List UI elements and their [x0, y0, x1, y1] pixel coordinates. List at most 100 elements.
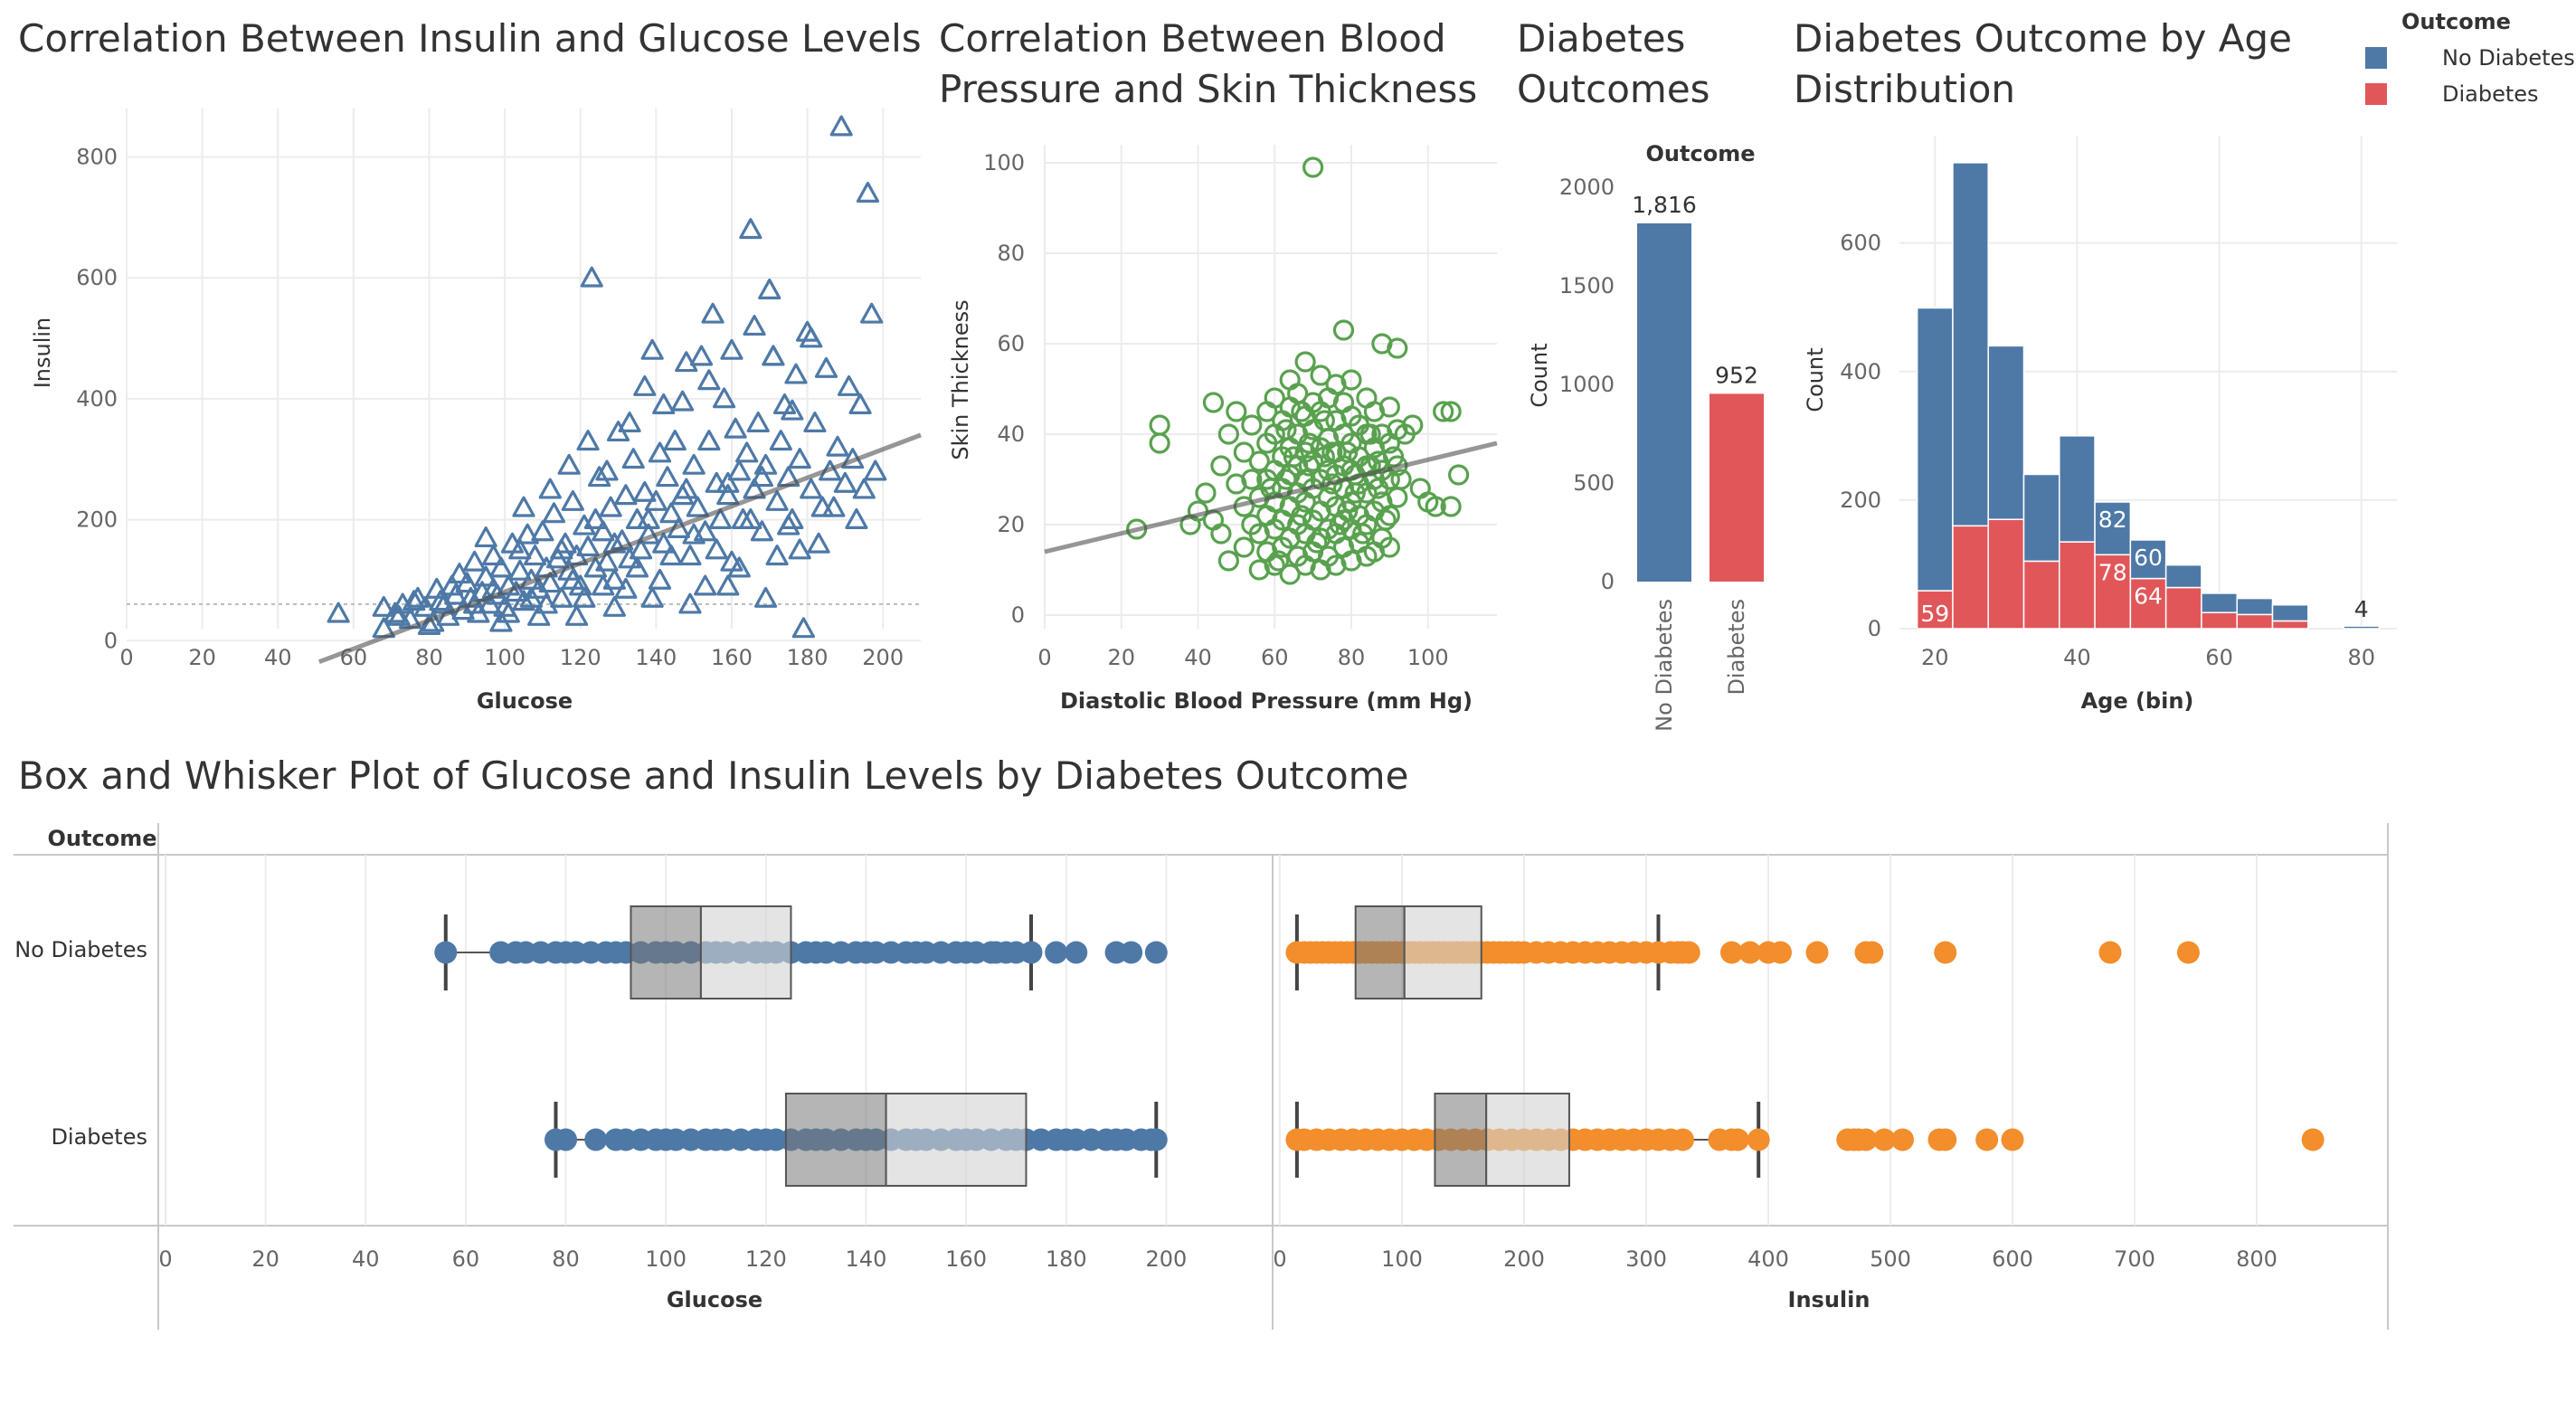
- data-point: [2001, 1128, 2024, 1151]
- data-point: [474, 526, 497, 548]
- data-point: [675, 351, 698, 373]
- data-point: [531, 520, 554, 542]
- data-point: [663, 430, 687, 451]
- data-point: [1387, 337, 1408, 359]
- data-point: [852, 478, 876, 499]
- data-point: [512, 496, 535, 517]
- data-point: [583, 507, 608, 529]
- data-point: [1233, 536, 1255, 558]
- data-point: [1217, 423, 1239, 445]
- x-tick-label: 100: [1381, 1246, 1423, 1272]
- data-point: [682, 523, 706, 545]
- bar-segment-no-diabetes: [1916, 307, 1954, 592]
- data-point: [1321, 441, 1343, 463]
- bar-annotation: 59: [1920, 601, 1949, 627]
- y-tick-label: 100: [983, 150, 1025, 175]
- data-point: [372, 595, 395, 617]
- data-point: [686, 496, 709, 517]
- data-point: [765, 545, 789, 566]
- data-point: [1378, 396, 1400, 418]
- x-tick-label: 200: [862, 645, 904, 670]
- data-point: [576, 535, 600, 557]
- data-point: [788, 448, 811, 469]
- legend[interactable]: Outcome No Diabetes Diabetes: [2365, 9, 2575, 107]
- y-tick-label: 1000: [1559, 372, 1615, 397]
- box-lower: [784, 1093, 887, 1187]
- chart-boxplot: Box and Whisker Plot of Glucose and Insu…: [14, 753, 2389, 1330]
- data-point: [1440, 401, 1462, 422]
- y-tick-label: 20: [997, 512, 1025, 537]
- bar-segment-no-diabetes: [2201, 592, 2238, 613]
- x-tick-label: 140: [846, 1246, 887, 1272]
- data-point: [1283, 446, 1305, 468]
- data-point: [720, 338, 743, 360]
- y-tick-label: 600: [1840, 231, 1881, 256]
- data-point: [1368, 478, 1389, 499]
- x-tick-label: 20: [1107, 645, 1135, 670]
- data-point: [1302, 156, 1324, 178]
- data-point: [1378, 505, 1400, 526]
- data-point: [602, 568, 626, 590]
- data-point: [1210, 455, 1232, 477]
- data-point: [2176, 941, 2200, 964]
- data-point: [588, 466, 611, 488]
- legend-item-diabetes[interactable]: Diabetes: [2442, 81, 2539, 107]
- data-point: [448, 563, 471, 584]
- data-point: [845, 507, 868, 529]
- bar-annotation: 4: [2354, 596, 2369, 622]
- data-point: [527, 577, 551, 599]
- x-tick-label: 20: [1921, 645, 1949, 670]
- data-point: [1291, 401, 1312, 422]
- bar-segment-no-diabetes: [2271, 603, 2309, 622]
- chart-title: Correlation Between Blood Pressure and S…: [939, 16, 1477, 111]
- data-point: [527, 604, 551, 626]
- y-tick-label: 200: [1840, 488, 1881, 513]
- bar-value-label: 952: [1715, 362, 1758, 388]
- data-point: [1248, 450, 1270, 472]
- bar-segment-no-diabetes: [2343, 625, 2381, 630]
- data-point: [1677, 941, 1700, 964]
- data-point: [791, 617, 815, 639]
- data-point: [784, 363, 808, 384]
- x-tick-label: 140: [635, 645, 677, 670]
- bar-annotation: 78: [2098, 559, 2127, 585]
- data-point: [1769, 941, 1792, 964]
- box-upper: [1403, 905, 1482, 999]
- x-tick-label: 60: [452, 1246, 480, 1272]
- data-point: [1448, 464, 1470, 486]
- x-tick-label: 40: [1184, 645, 1212, 670]
- data-point: [1934, 1128, 1957, 1151]
- bar-segment-diabetes: [2129, 577, 2167, 630]
- x-tick-label: 80: [415, 645, 443, 670]
- data-point: [762, 345, 785, 366]
- data-point: [538, 478, 562, 499]
- data-point: [1726, 1128, 1749, 1151]
- data-point: [1019, 941, 1043, 964]
- data-point: [648, 441, 672, 463]
- data-point: [542, 502, 566, 524]
- data-point: [413, 595, 437, 617]
- chart-title: Diabetes Outcomes: [1517, 16, 1710, 111]
- y-tick-label: 0: [104, 628, 118, 653]
- x-tick-label: 40: [352, 1246, 380, 1272]
- data-point: [860, 302, 884, 324]
- y-tick-label: 400: [76, 386, 118, 412]
- bar: [1637, 223, 1691, 583]
- x-tick-label: 0: [1273, 1246, 1286, 1272]
- data-point: [1375, 509, 1397, 531]
- data-point: [1144, 1128, 1168, 1151]
- data-point: [735, 441, 759, 463]
- chart-insulin-glucose: Correlation Between Insulin and Glucose …: [18, 16, 922, 714]
- bar-segment-no-diabetes: [2236, 597, 2274, 616]
- chart-title: Diabetes Outcome by Age Distribution: [1794, 16, 2304, 111]
- data-point: [584, 1128, 608, 1151]
- x-tick-label: 160: [945, 1246, 987, 1272]
- data-point: [1264, 387, 1285, 409]
- data-point: [659, 502, 683, 524]
- bar-segment-diabetes: [2022, 560, 2060, 630]
- legend-item-no-diabetes[interactable]: No Diabetes: [2442, 45, 2575, 71]
- x-tick-label: 0: [158, 1246, 172, 1272]
- x-tick-label: 100: [645, 1246, 687, 1272]
- box-upper: [1485, 1093, 1570, 1187]
